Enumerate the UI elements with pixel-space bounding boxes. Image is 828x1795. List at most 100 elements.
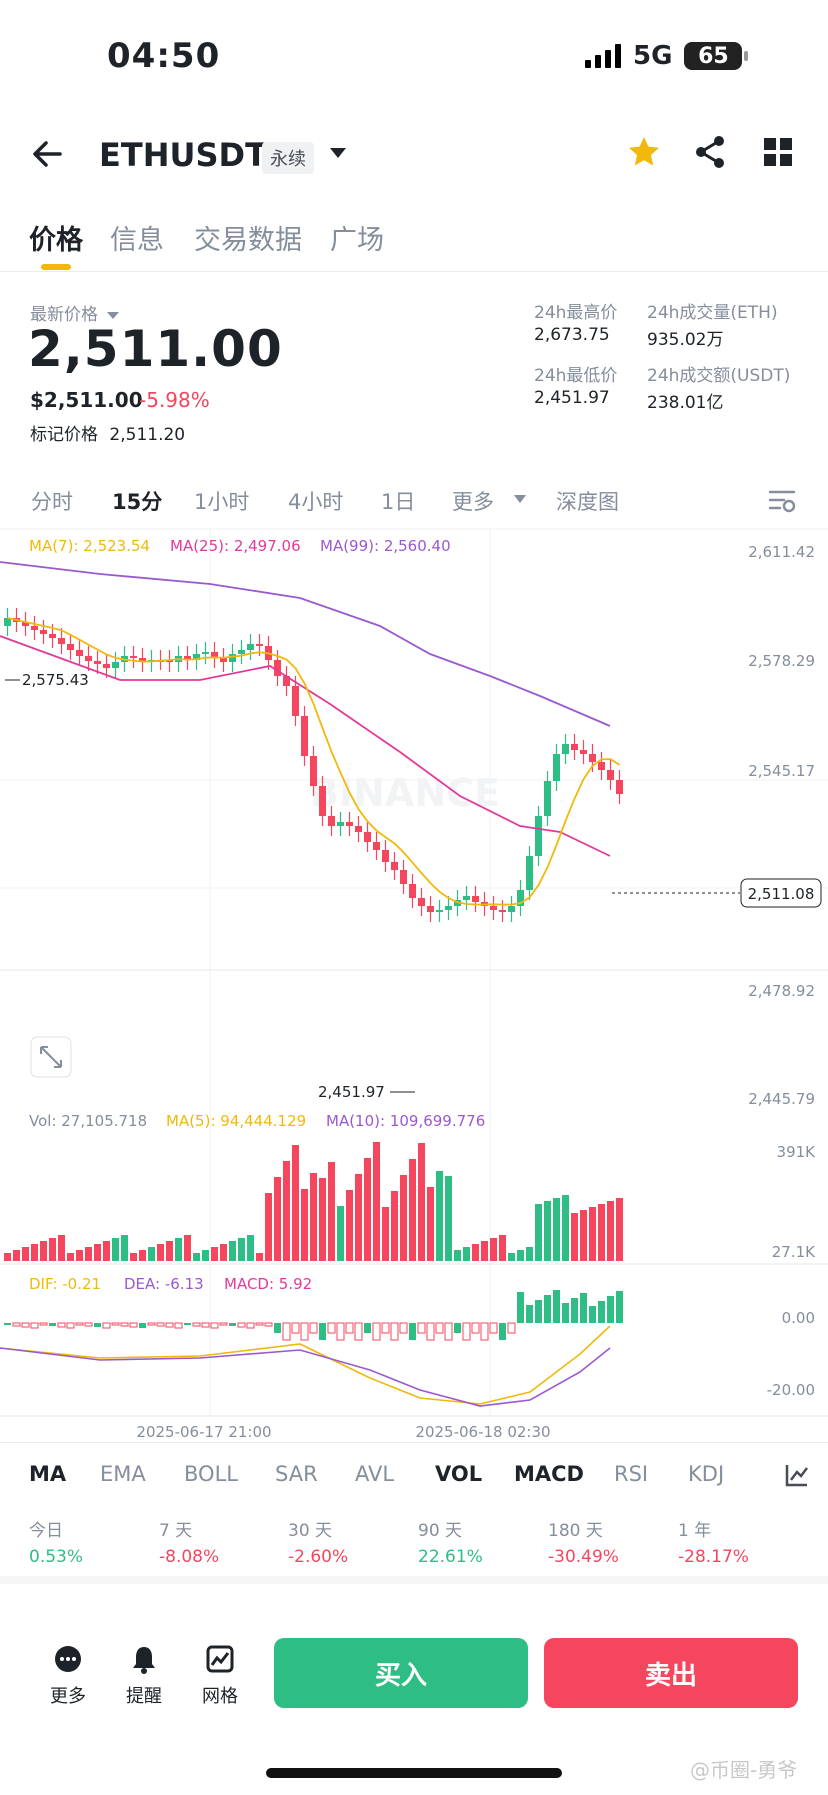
ind-ema[interactable]: EMA [100,1462,146,1486]
candle-body [40,630,47,634]
macd-bar [526,1305,533,1323]
volume-bar [148,1247,155,1261]
back-arrow-icon[interactable] [30,136,66,172]
ind-rsi[interactable]: RSI [614,1462,649,1486]
volume-bar [229,1241,236,1261]
alert-button[interactable]: 提醒 [114,1644,174,1708]
buy-button[interactable]: 买入 [274,1638,528,1708]
volume-bar [571,1213,578,1261]
macd-bar [139,1323,146,1328]
macd-bar [184,1323,191,1325]
macd-bar [598,1301,605,1323]
volume-eth-value: 935.02万 [647,330,724,350]
volume-bar [202,1250,209,1261]
last-price-label[interactable]: 最新价格 [30,300,120,325]
tf-1h[interactable]: 1小时 [194,490,250,514]
volume-bar [589,1207,596,1261]
volume-bar [112,1238,119,1261]
price-axis-tick: 2,545.17 [748,762,815,780]
kline-chart[interactable]: BINANCE MA(7): 2,523.54 MA(25): 2,497.06… [0,526,828,1446]
dea-line [0,1347,611,1407]
ind-boll[interactable]: BOLL [184,1462,238,1486]
macd-bar [102,1322,111,1329]
high-label: 24h最高价 [534,303,618,323]
ind-vol[interactable]: VOL [435,1462,483,1486]
indicator-tabs: MA EMA BOLL SAR AVL VOL MACD RSI KDJ [0,1462,828,1502]
candle-body [238,650,245,654]
share-icon[interactable] [692,134,728,170]
candle-body [76,650,83,656]
tf-more-caret-icon [514,495,526,503]
low-value: 2,451.97 [534,388,610,408]
tf-more[interactable]: 更多 [452,490,494,514]
ind-macd[interactable]: MACD [514,1462,584,1486]
macd-bar [49,1323,56,1326]
volume-bar [256,1253,263,1261]
volume-bar [166,1241,173,1261]
tab-square[interactable]: 广场 [330,225,384,256]
current-price-tag [740,878,822,908]
more-button[interactable]: 更多 [38,1644,98,1708]
high-marker: 2,575.43 [22,671,89,689]
volume-bar [121,1235,128,1261]
macd-bar [282,1322,291,1341]
tf-depth[interactable]: 深度图 [556,490,619,514]
indicator-settings-icon[interactable] [784,1462,810,1488]
tf-line[interactable]: 分时 [31,490,73,514]
candle-body [112,662,119,668]
vol-ma5-legend: MA(5): 94,444.129 [166,1112,306,1130]
ma99-legend: MA(99): 2,560.40 [320,537,451,555]
tab-info[interactable]: 信息 [110,225,164,256]
candle-body [400,870,407,884]
candle-body [427,906,434,912]
tf-1d[interactable]: 1日 [381,490,416,514]
tab-price[interactable]: 价格 [29,225,83,256]
current-price-label: 2,511.08 [748,885,815,903]
macd-bar [489,1322,498,1334]
time-axis-tick: 2025-06-17 21:00 [136,1423,271,1441]
ind-ma[interactable]: MA [29,1462,67,1486]
ind-kdj[interactable]: KDJ [688,1462,725,1486]
favorite-star-icon[interactable] [626,134,662,170]
candle-body [553,754,560,781]
candle-body [184,656,191,660]
candles [4,608,623,922]
ind-avl[interactable]: AVL [355,1462,395,1486]
sell-button[interactable]: 卖出 [544,1638,798,1708]
ma99-line [0,561,611,727]
candle-body [517,890,524,906]
volume-bar [301,1189,308,1261]
tf-15m[interactable]: 15分 [112,490,163,514]
volume-bar [67,1253,74,1261]
candle-body [301,716,308,756]
tf-4h[interactable]: 4小时 [288,490,344,514]
volume-bar [103,1241,110,1261]
expand-icon[interactable] [30,1036,72,1078]
macd-bar [553,1290,560,1323]
macd-bar [255,1322,264,1326]
candle-body [139,658,146,662]
volume-bar [58,1235,65,1261]
symbol-dropdown-icon[interactable] [330,148,346,158]
candle-body [589,754,596,762]
ind-sar[interactable]: SAR [275,1462,318,1486]
macd-bar [147,1322,156,1326]
grid-menu-icon[interactable] [762,136,794,168]
candle-body [229,654,236,662]
symbol-title[interactable]: ETHUSDT [99,136,267,174]
tab-trading-data[interactable]: 交易数据 [194,225,302,256]
volume-bar [49,1238,56,1261]
candle-body [103,664,110,668]
candle-body [247,644,254,650]
macd-bar [84,1322,93,1327]
performance-row: 今日 0.53% 7 天 -8.08% 30 天 -2.60% 90 天 22.61% … [0,1516,828,1576]
macd-bar [399,1322,408,1334]
candle-body [373,842,380,850]
macd-bar [571,1298,578,1323]
macd-bar [364,1323,371,1333]
section-divider [0,1576,828,1584]
chart-settings-icon[interactable] [768,488,796,514]
volume-bar [22,1247,29,1261]
network-type: 5G [633,41,673,71]
grid-button[interactable]: 网格 [190,1644,250,1708]
